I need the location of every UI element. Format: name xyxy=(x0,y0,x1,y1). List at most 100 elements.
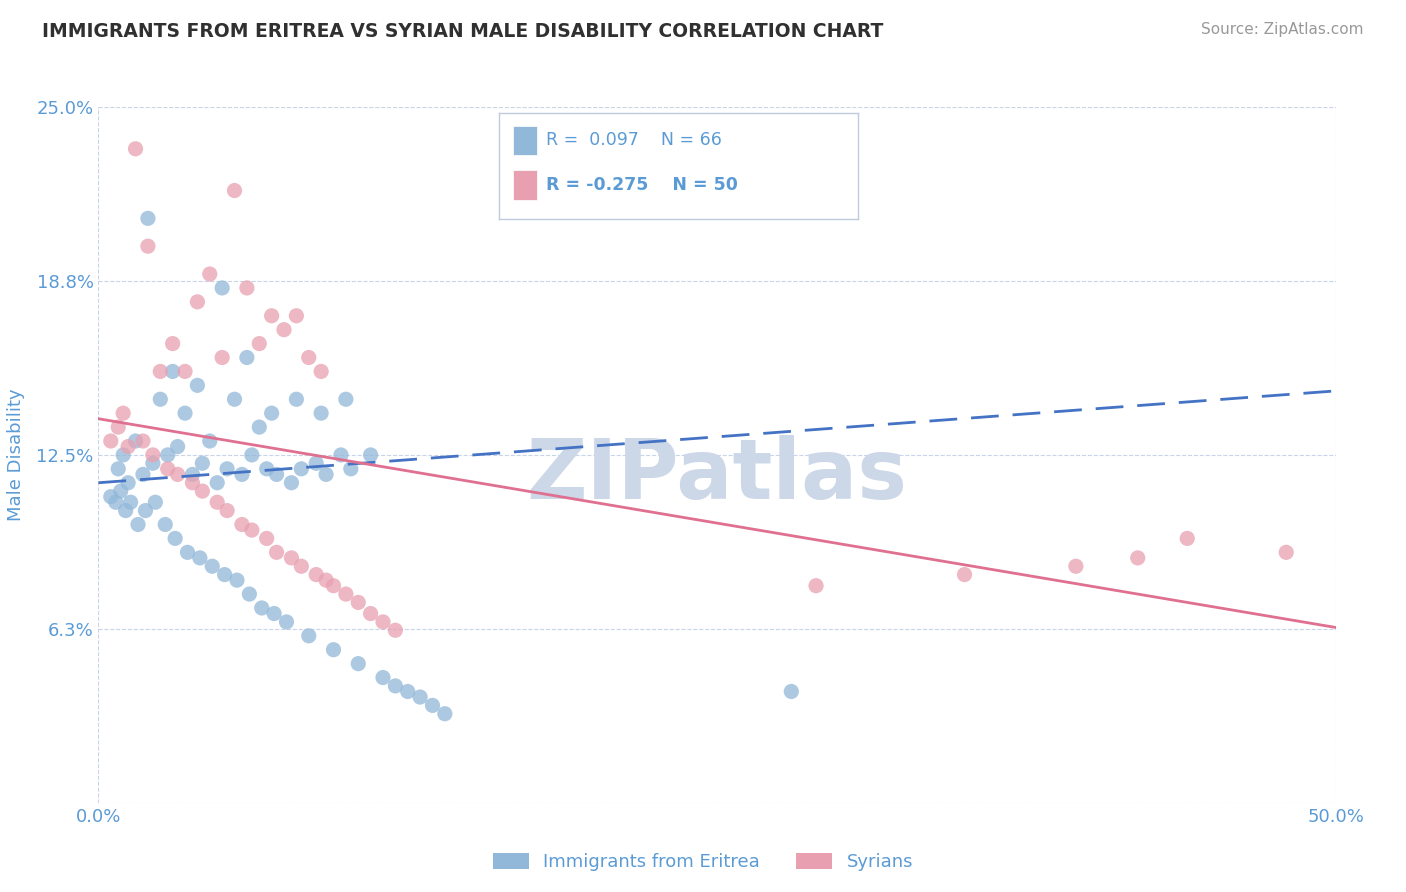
Point xyxy=(309,364,332,378)
Point xyxy=(114,503,136,517)
Point xyxy=(211,351,233,365)
Point xyxy=(238,587,260,601)
Point xyxy=(409,690,432,704)
Point xyxy=(211,281,233,295)
Point xyxy=(231,467,253,482)
Point xyxy=(290,462,312,476)
Point xyxy=(329,448,352,462)
Point xyxy=(309,406,332,420)
Point xyxy=(217,503,239,517)
Point xyxy=(124,434,146,448)
Point xyxy=(371,615,394,629)
Point xyxy=(290,559,312,574)
Bar xyxy=(513,126,537,155)
Point xyxy=(198,267,221,281)
Point xyxy=(134,503,156,517)
Point xyxy=(322,579,344,593)
Point xyxy=(176,545,198,559)
Point xyxy=(226,573,249,587)
Point xyxy=(315,467,337,482)
Point xyxy=(315,573,337,587)
Point xyxy=(305,456,328,470)
Point xyxy=(260,406,283,420)
Point xyxy=(260,309,283,323)
Point xyxy=(162,336,184,351)
Point xyxy=(280,550,302,565)
Point xyxy=(149,392,172,407)
Point xyxy=(142,456,165,470)
Point xyxy=(236,351,259,365)
Point xyxy=(181,467,204,482)
Point xyxy=(174,364,197,378)
Text: R =  0.097    N = 66: R = 0.097 N = 66 xyxy=(546,131,721,149)
Point xyxy=(100,490,122,504)
Text: ZIPatlas: ZIPatlas xyxy=(527,435,907,516)
Point xyxy=(162,364,184,378)
Point xyxy=(953,567,976,582)
Point xyxy=(384,624,406,638)
Point xyxy=(117,440,139,454)
Point xyxy=(1126,550,1149,565)
Point xyxy=(247,420,270,434)
Point xyxy=(132,434,155,448)
Point xyxy=(240,448,263,462)
Point xyxy=(205,475,228,490)
Point xyxy=(127,517,149,532)
Point xyxy=(107,420,129,434)
Point xyxy=(156,462,179,476)
Point xyxy=(224,392,246,407)
Point xyxy=(285,392,308,407)
Point xyxy=(165,532,187,546)
Point xyxy=(231,517,253,532)
Point xyxy=(117,475,139,490)
Point xyxy=(132,467,155,482)
Point xyxy=(298,351,321,365)
Point xyxy=(1175,532,1198,546)
Point xyxy=(335,587,357,601)
Point xyxy=(236,281,259,295)
Point xyxy=(396,684,419,698)
Text: R = -0.275    N = 50: R = -0.275 N = 50 xyxy=(546,176,738,194)
Point xyxy=(280,475,302,490)
Point xyxy=(240,523,263,537)
Point xyxy=(371,671,394,685)
Point xyxy=(186,378,208,392)
Point xyxy=(181,475,204,490)
Point xyxy=(156,448,179,462)
Point xyxy=(780,684,803,698)
Point xyxy=(340,462,363,476)
Point xyxy=(205,495,228,509)
Point xyxy=(285,309,308,323)
Point xyxy=(191,456,214,470)
Point xyxy=(263,607,285,621)
Text: IMMIGRANTS FROM ERITREA VS SYRIAN MALE DISABILITY CORRELATION CHART: IMMIGRANTS FROM ERITREA VS SYRIAN MALE D… xyxy=(42,22,883,41)
Point xyxy=(186,294,208,309)
Point xyxy=(804,579,827,593)
Point xyxy=(273,323,295,337)
Point xyxy=(143,495,166,509)
Point xyxy=(224,184,246,198)
Bar xyxy=(513,170,537,200)
Point xyxy=(1399,629,1406,643)
Point xyxy=(124,142,146,156)
Point xyxy=(166,440,188,454)
Point xyxy=(384,679,406,693)
Legend: Immigrants from Eritrea, Syrians: Immigrants from Eritrea, Syrians xyxy=(485,846,921,879)
Point xyxy=(198,434,221,448)
Point xyxy=(110,484,132,499)
Point xyxy=(1275,545,1298,559)
Point xyxy=(188,550,211,565)
Point xyxy=(166,467,188,482)
Point xyxy=(347,657,370,671)
Point xyxy=(142,448,165,462)
Point xyxy=(149,364,172,378)
Point xyxy=(322,642,344,657)
Point xyxy=(360,607,382,621)
Point xyxy=(120,495,142,509)
Point xyxy=(1064,559,1087,574)
Point xyxy=(136,211,159,226)
Point xyxy=(256,462,278,476)
Point xyxy=(112,448,135,462)
Point xyxy=(347,595,370,609)
Point xyxy=(266,467,288,482)
